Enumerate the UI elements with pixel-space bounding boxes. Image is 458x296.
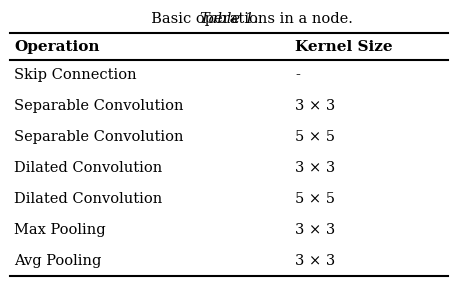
Text: Separable Convolution: Separable Convolution [14,99,184,113]
Text: Kernel Size: Kernel Size [295,40,393,54]
Text: 3 × 3: 3 × 3 [295,223,335,237]
Text: 5 × 5: 5 × 5 [295,192,335,206]
Text: -: - [295,68,300,82]
Text: Avg Pooling: Avg Pooling [14,254,101,268]
Text: Basic operations in a node.: Basic operations in a node. [105,12,353,26]
Text: 3 × 3: 3 × 3 [295,161,335,175]
Text: 3 × 3: 3 × 3 [295,254,335,268]
Text: Max Pooling: Max Pooling [14,223,106,237]
Text: Table 1.: Table 1. [200,12,258,26]
Text: Dilated Convolution: Dilated Convolution [14,161,162,175]
Text: 3 × 3: 3 × 3 [295,99,335,113]
Text: Dilated Convolution: Dilated Convolution [14,192,162,206]
Text: 5 × 5: 5 × 5 [295,130,335,144]
Text: Operation: Operation [14,40,99,54]
Text: Separable Convolution: Separable Convolution [14,130,184,144]
Text: Skip Connection: Skip Connection [14,68,136,82]
